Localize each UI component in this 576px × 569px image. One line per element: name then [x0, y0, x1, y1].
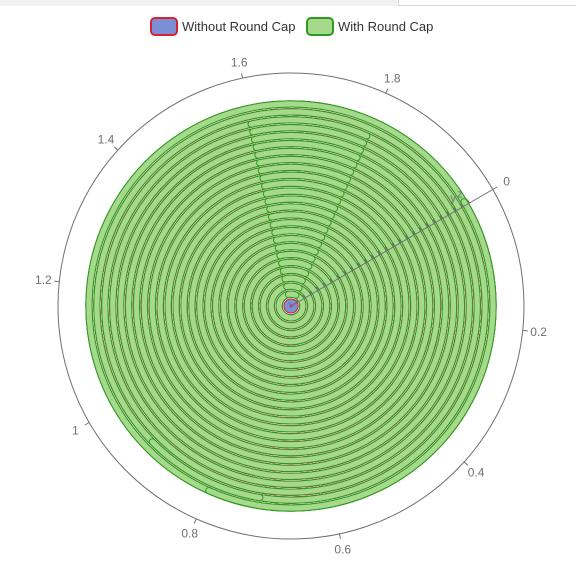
angle-tick	[193, 518, 197, 524]
radius-tick	[288, 302, 292, 307]
bar-with-round-cap-t[interactable]	[254, 147, 358, 169]
bar-with-round-cap-h[interactable]	[274, 243, 319, 256]
radius-tick	[295, 298, 299, 303]
angle-tick	[84, 422, 90, 426]
bar-with-round-cap-j[interactable]	[271, 227, 326, 241]
window-top-strip	[0, 0, 576, 6]
radius-tick	[439, 215, 443, 220]
radius-tick	[309, 290, 313, 295]
radius-tick	[446, 211, 450, 216]
bar-with-round-cap-x[interactable]	[247, 116, 371, 140]
bar-with-round-cap-l[interactable]	[267, 211, 332, 227]
bar-series	[85, 100, 497, 512]
bar-with-round-cap-c[interactable]	[267, 282, 315, 330]
angle-tick-label: 1.2	[35, 273, 52, 287]
radius-tick	[350, 266, 354, 271]
bar-with-round-cap-z[interactable]	[205, 198, 497, 512]
bar-with-round-cap-u[interactable]	[252, 140, 361, 162]
bar-with-round-cap-c[interactable]	[283, 282, 303, 292]
bar-with-round-cap-n[interactable]	[264, 195, 339, 212]
bar-without-round-cap-a[interactable]	[283, 298, 299, 314]
radius-tick-label-y: y	[450, 193, 456, 205]
legend-label-with-round-cap: With Round Cap	[338, 19, 433, 34]
radius-tick	[425, 223, 429, 228]
legend-swatch-with-round-cap	[306, 17, 334, 36]
radius-axis-line	[290, 189, 494, 307]
bar-with-round-cap-d[interactable]	[281, 274, 306, 285]
angle-tick-label: 0.2	[530, 325, 547, 339]
bar-with-round-cap-i[interactable]	[273, 235, 322, 249]
angle-tick-label: 0.6	[334, 543, 351, 557]
radius-tick	[405, 234, 409, 239]
angle-tick	[463, 461, 469, 466]
window-top-panel	[398, 0, 576, 6]
angle-axis: 0 0.2 0.4 0.6 0.8 1 1.2 1.4 1.6 1.8	[35, 55, 547, 556]
legend-label-without-round-cap: Without Round Cap	[182, 19, 295, 34]
radius-tick	[343, 270, 347, 275]
bar-with-round-cap-f[interactable]	[278, 258, 313, 270]
bar-with-round-cap-o[interactable]	[262, 187, 342, 205]
radius-tick	[460, 203, 463, 208]
radius-tick	[418, 227, 422, 231]
bar-with-round-cap-b[interactable]	[275, 290, 307, 322]
radius-tick	[377, 250, 381, 255]
legend-swatch-without-round-cap	[150, 17, 178, 36]
angle-tick	[241, 73, 244, 79]
angle-tick	[113, 146, 119, 151]
radius-tick	[384, 246, 388, 251]
bar-with-round-cap-m[interactable]	[266, 203, 335, 220]
angle-tick	[492, 186, 498, 190]
angle-tick-label: 0.8	[181, 526, 198, 540]
angle-tick-label: 0	[503, 175, 510, 189]
bar-with-round-cap-r[interactable]	[257, 163, 351, 183]
bar-with-round-cap-s[interactable]	[256, 155, 355, 176]
radius-tick-label-z: z	[457, 189, 463, 201]
bar-with-round-cap-p[interactable]	[261, 179, 345, 198]
angle-tick-label: 0.4	[468, 466, 485, 480]
bar-with-round-cap-g[interactable]	[276, 250, 316, 263]
radius-tick	[302, 294, 306, 299]
angle-tick-label: 1.6	[231, 55, 248, 69]
radius-tick	[357, 262, 361, 267]
radius-tick	[466, 199, 470, 204]
angle-tick	[385, 88, 389, 94]
radius-tick	[329, 278, 333, 283]
angle-tick-label: 1.4	[98, 132, 115, 146]
angle-tick-label: 1	[72, 424, 79, 438]
angle-axis-line	[57, 72, 525, 540]
radius-tick	[391, 242, 395, 247]
angle-tick	[54, 280, 60, 283]
bar-with-round-cap-e[interactable]	[279, 266, 309, 277]
bar-with-round-cap-q[interactable]	[259, 171, 348, 191]
radius-tick	[322, 282, 326, 287]
bar-with-round-cap-v[interactable]	[250, 132, 364, 154]
radius-tick	[336, 274, 340, 279]
angle-tick	[338, 533, 341, 539]
angle-tick-label: 1.8	[384, 72, 401, 86]
angle-tick	[522, 329, 528, 332]
radius-tick	[453, 207, 457, 212]
bar-with-round-cap-y[interactable]	[148, 438, 264, 502]
bar-with-round-cap-b[interactable]	[284, 290, 300, 299]
legend-item-with-round-cap[interactable]: With Round Cap	[306, 17, 433, 36]
radius-tick	[412, 230, 415, 235]
legend-item-without-round-cap[interactable]: Without Round Cap	[150, 17, 295, 36]
bar-with-round-cap-k[interactable]	[269, 219, 329, 234]
radius-tick	[316, 286, 319, 291]
legend[interactable]: Without Round Cap With Round Cap	[150, 17, 433, 36]
radius-tick	[370, 254, 374, 259]
radius-tick	[398, 238, 402, 243]
radius-tick	[432, 219, 436, 224]
radius-tick	[364, 258, 367, 263]
bar-with-round-cap-w[interactable]	[249, 124, 368, 147]
